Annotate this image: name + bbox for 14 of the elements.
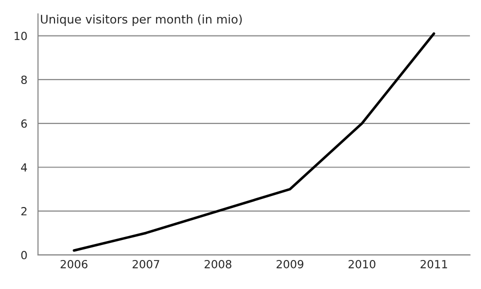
y-tick-label: 0 [21, 250, 27, 260]
y-tick-label: 2 [21, 207, 26, 216]
x-tick-label: 2006 [60, 260, 88, 268]
y-tick-label: 10 [14, 32, 27, 40]
y-tick-label: 8 [21, 76, 27, 84]
chart-title: Unique visitors per month (in mio) [40, 14, 242, 26]
x-tick-label: 2008 [204, 260, 232, 268]
line-series [72, 32, 436, 252]
x-tick-label: 2010 [348, 260, 376, 268]
y-tick-label: 6 [21, 119, 27, 128]
x-tick-label: 2011 [420, 260, 448, 268]
x-tick-label: 2009 [276, 260, 304, 268]
x-tick-label: 2007 [132, 260, 160, 268]
y-tick-label: 4 [21, 163, 27, 172]
